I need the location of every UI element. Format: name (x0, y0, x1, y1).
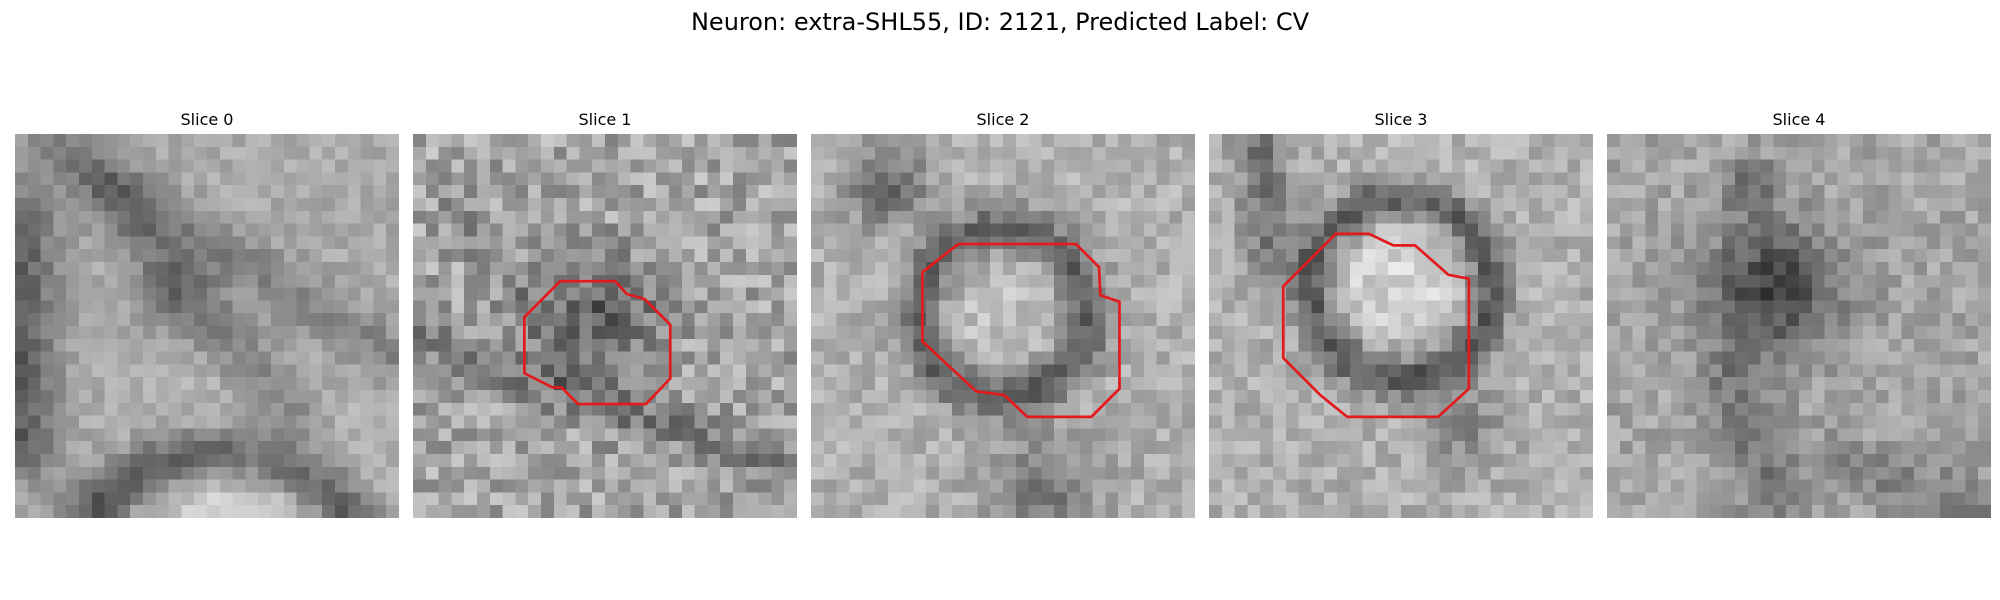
segmentation-contour (523, 279, 672, 406)
figure-title: Neuron: extra-SHL55, ID: 2121, Predicted… (690, 8, 1310, 36)
slice-image (1209, 134, 1593, 518)
segmentation-contour (921, 242, 1121, 419)
slice-image (15, 134, 399, 518)
slice-image (811, 134, 1195, 518)
segmentation-contour (1281, 232, 1471, 419)
slice-contour-layer (523, 279, 672, 406)
slice-contour-layer (15, 134, 399, 518)
slice-image (1607, 134, 1991, 518)
slice-title: Slice 4 (1772, 110, 1826, 129)
slice-title: Slice 0 (180, 110, 234, 129)
slice-contour-layer (921, 242, 1121, 419)
slice-title: Slice 3 (1374, 110, 1428, 129)
slice-panel-1: Slice 1 (413, 109, 797, 523)
slice-panel-4: Slice 4 (1607, 109, 1991, 523)
slice-title: Slice 2 (976, 110, 1030, 129)
slice-panel-3: Slice 3 (1209, 109, 1593, 523)
slice-contour-layer (1607, 134, 1991, 518)
slice-image (413, 134, 797, 518)
slice-panel-0: Slice 0 (15, 109, 399, 523)
slice-title: Slice 1 (578, 110, 632, 129)
slice-contour-layer (1281, 232, 1471, 419)
slice-panel-2: Slice 2 (811, 109, 1195, 523)
